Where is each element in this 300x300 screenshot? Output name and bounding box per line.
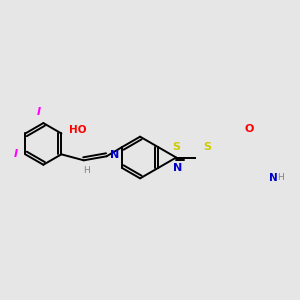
- Text: HO: HO: [69, 125, 86, 135]
- Text: H: H: [83, 167, 90, 176]
- Text: N: N: [173, 163, 182, 173]
- Text: I: I: [36, 107, 40, 117]
- Text: O: O: [244, 124, 254, 134]
- Text: H: H: [277, 173, 284, 182]
- Text: S: S: [172, 142, 180, 152]
- Text: N: N: [110, 150, 119, 160]
- Text: I: I: [14, 149, 18, 159]
- Text: N: N: [269, 173, 278, 183]
- Text: S: S: [203, 142, 211, 152]
